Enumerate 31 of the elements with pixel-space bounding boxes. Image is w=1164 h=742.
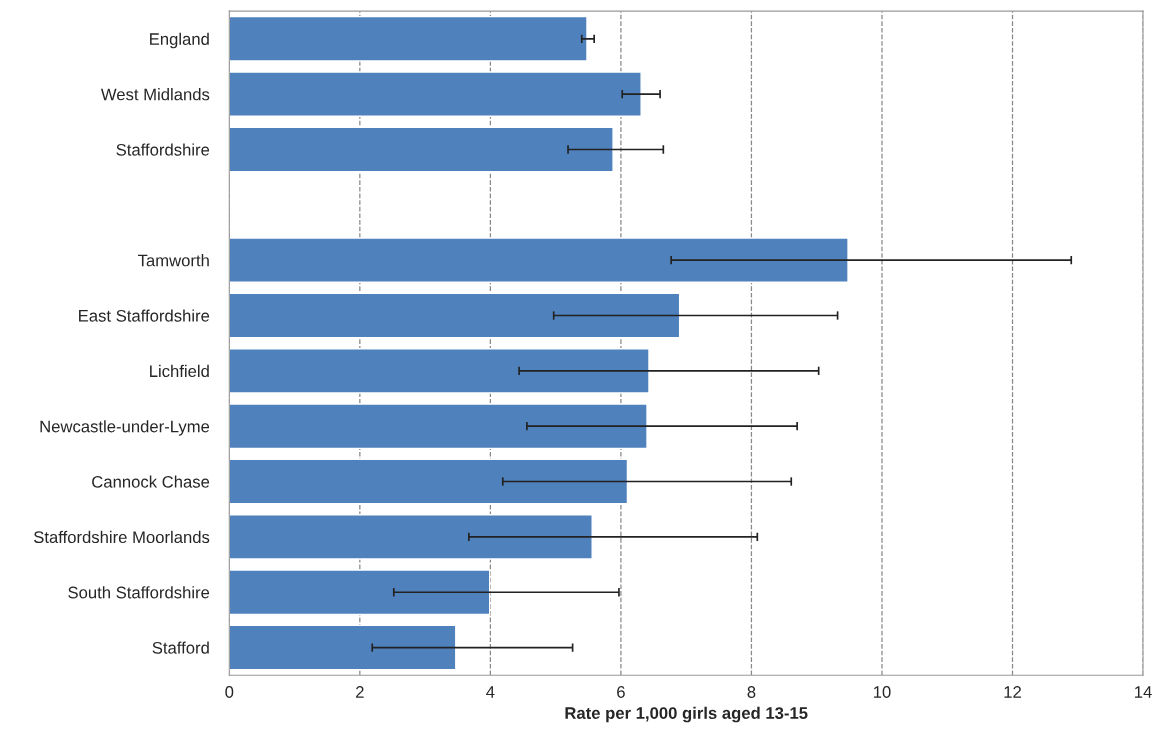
x-tick-label: 6 xyxy=(617,686,625,698)
x-tick-label: 4 xyxy=(486,686,495,698)
x-tick-label: 2 xyxy=(356,686,364,698)
bar xyxy=(229,237,849,283)
x-tick-label: 10 xyxy=(873,686,891,698)
y-tick-label: England xyxy=(150,32,209,49)
y-tick-label: East Staffordshire xyxy=(79,309,210,322)
x-tick-label: 14 xyxy=(1135,686,1152,698)
y-tick-label: Tamworth xyxy=(138,254,209,267)
bar xyxy=(229,348,650,394)
bar xyxy=(229,458,629,505)
bar xyxy=(229,126,614,173)
bar xyxy=(229,569,491,616)
bar xyxy=(229,71,642,117)
x-axis-title: Rate per 1,000 girls aged 13-15 xyxy=(565,706,808,723)
y-tick-label: Cannock Chase xyxy=(92,475,210,488)
bar xyxy=(229,15,588,62)
bar xyxy=(229,514,593,560)
bar xyxy=(229,292,681,339)
y-tick-label: Staffordshire Moorlands xyxy=(33,530,210,544)
bar xyxy=(229,624,457,671)
bar xyxy=(229,403,648,450)
y-tick-label: Newcastle-under-Lyme xyxy=(40,420,210,436)
x-tick-label: 8 xyxy=(747,686,756,698)
y-tick-label: Stafford xyxy=(152,641,209,654)
y-tick-label: Lichfield xyxy=(150,364,209,378)
x-tick-label: 0 xyxy=(225,686,234,698)
x-tick-label: 12 xyxy=(1004,686,1021,698)
y-tick-label: South Staffordshire xyxy=(68,586,210,599)
y-tick-label: Staffordshire xyxy=(116,143,210,156)
y-tick-label: West Midlands xyxy=(100,88,210,101)
